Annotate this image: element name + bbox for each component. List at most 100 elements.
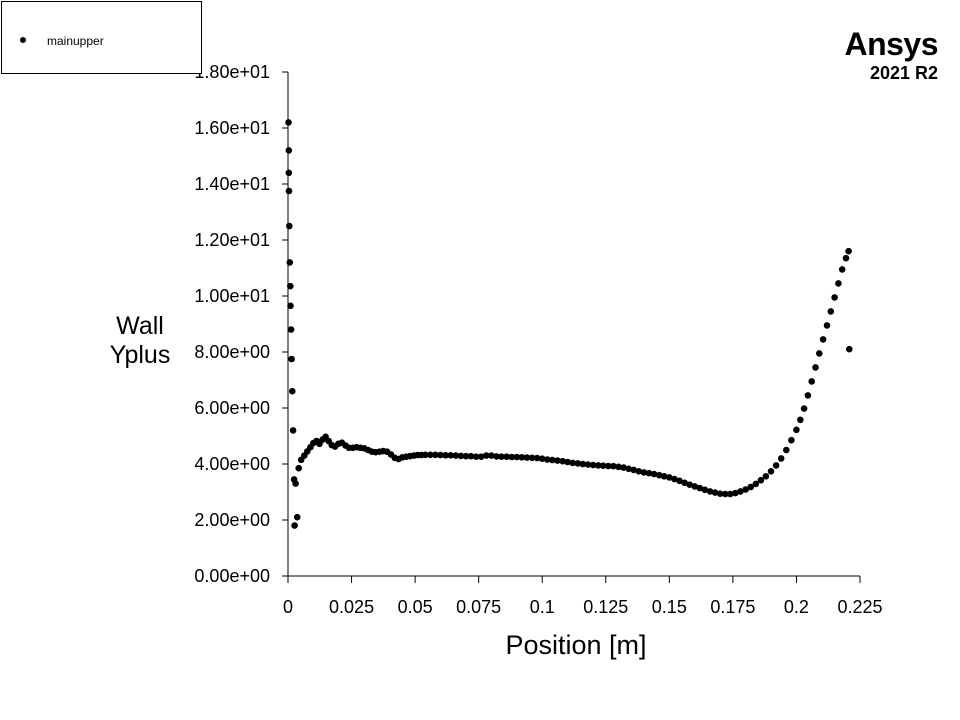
data-point <box>569 459 576 467</box>
y-tick-label: 0.00e+00 <box>194 566 270 586</box>
data-point <box>288 355 295 363</box>
x-ticks: 0 0.025 0.05 0.075 0.1 0.125 0.15 0.175 0.2 0.225 <box>283 576 883 617</box>
data-point <box>630 466 637 474</box>
data-point <box>645 469 653 477</box>
data-point <box>528 454 536 462</box>
data-point <box>655 471 663 479</box>
data-point <box>767 468 775 475</box>
data-point <box>788 436 795 444</box>
data-point <box>295 464 303 472</box>
y-tick-label: 8.00e+00 <box>194 342 270 362</box>
data-point <box>732 489 739 497</box>
data-point <box>422 451 429 459</box>
data-point <box>762 473 770 480</box>
data-point <box>589 461 597 469</box>
data-points <box>285 119 853 529</box>
data-point <box>285 169 293 177</box>
data-point <box>845 247 852 255</box>
data-point <box>696 484 704 492</box>
y-tick-label: 2.00e+00 <box>194 510 270 530</box>
data-point <box>287 326 295 333</box>
data-point <box>285 147 293 154</box>
data-point <box>599 462 607 470</box>
data-point <box>538 455 546 463</box>
data-point <box>846 345 853 353</box>
data-point <box>671 475 678 483</box>
data-point <box>640 469 648 476</box>
data-point <box>666 474 673 481</box>
data-point <box>533 454 541 462</box>
data-point <box>503 453 510 461</box>
data-point <box>488 452 495 459</box>
data-point <box>574 460 582 467</box>
data-point <box>681 479 688 487</box>
brand-logo: Ansys 2021 R2 <box>844 26 938 84</box>
data-point <box>287 282 294 290</box>
data-point <box>289 387 296 395</box>
data-point <box>594 462 602 469</box>
data-point <box>513 453 521 461</box>
y-tick-label: 1.60e+01 <box>194 118 270 138</box>
data-point <box>835 280 842 287</box>
x-tick-label: 0.075 <box>456 597 501 617</box>
x-tick-label: 0.15 <box>652 597 687 617</box>
data-point <box>711 489 719 496</box>
data-point <box>285 119 292 126</box>
x-tick-label: 0.025 <box>329 597 374 617</box>
data-point <box>579 460 587 468</box>
data-point <box>584 461 592 468</box>
x-tick-label: 0.2 <box>784 597 809 617</box>
data-point <box>797 416 804 424</box>
x-tick-label: 0.05 <box>398 597 433 617</box>
data-point <box>462 452 470 460</box>
data-point <box>650 470 658 478</box>
y-axis-label-line: Wall <box>116 312 164 340</box>
y-axis-label: Wall Yplus <box>90 312 190 370</box>
data-point <box>706 488 714 495</box>
data-point <box>827 308 835 315</box>
data-point <box>772 462 780 469</box>
data-point <box>467 452 475 460</box>
legend-label: mainupper <box>47 34 104 48</box>
data-point <box>812 364 819 371</box>
y-tick-label: 1.00e+01 <box>194 286 270 306</box>
data-point <box>605 462 612 470</box>
x-tick-label: 0 <box>283 597 293 617</box>
data-point <box>286 259 294 266</box>
x-tick-label: 0.175 <box>710 597 755 617</box>
data-point <box>793 426 800 434</box>
data-point <box>808 378 815 385</box>
data-point <box>447 452 455 459</box>
data-point <box>508 453 515 461</box>
data-point <box>727 490 734 498</box>
data-point <box>610 462 617 470</box>
data-point <box>437 451 444 459</box>
data-point <box>625 465 632 473</box>
data-point <box>819 336 827 343</box>
data-point <box>823 322 831 329</box>
data-point <box>620 464 627 471</box>
data-point <box>722 490 729 498</box>
data-point <box>660 473 668 480</box>
y-tick-label: 1.40e+01 <box>194 174 270 194</box>
data-point <box>427 451 434 459</box>
brand-name: Ansys <box>844 26 938 62</box>
data-point <box>483 452 490 459</box>
data-point <box>816 350 823 357</box>
data-point <box>747 483 754 491</box>
data-point <box>493 453 500 460</box>
data-point <box>549 456 556 464</box>
legend: mainupper <box>1 1 202 74</box>
data-point <box>701 486 709 494</box>
data-point <box>289 427 297 434</box>
y-tick-label: 1.20e+01 <box>194 230 270 250</box>
data-point <box>804 392 812 399</box>
x-tick-label: 0.225 <box>837 597 882 617</box>
y-tick-label: 6.00e+00 <box>194 398 270 418</box>
data-point <box>831 294 838 301</box>
data-point <box>285 187 293 195</box>
data-point <box>800 405 808 412</box>
data-point <box>287 302 294 310</box>
axes <box>287 72 860 577</box>
